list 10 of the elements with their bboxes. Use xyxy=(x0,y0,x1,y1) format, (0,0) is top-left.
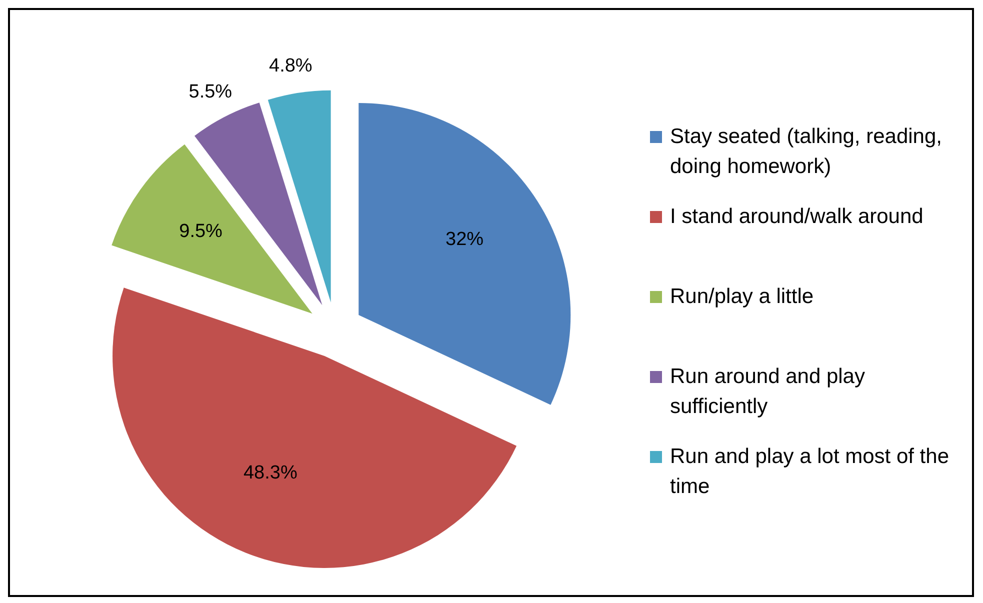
legend-label: Run and play a lot most of the time xyxy=(670,444,950,500)
data-label: 32% xyxy=(446,228,484,250)
legend-label: Run around and play sufficiently xyxy=(670,364,866,420)
data-label: 48.3% xyxy=(243,462,298,484)
legend-label: Run/play a little xyxy=(670,284,814,310)
legend-label: Stay seated (talking, reading, doing homework) xyxy=(670,124,943,180)
data-label: 9.5% xyxy=(179,221,223,242)
data-label: 5.5% xyxy=(188,81,232,102)
legend-label: I stand around/walk around xyxy=(670,204,924,230)
data-label: 4.8% xyxy=(269,55,312,76)
